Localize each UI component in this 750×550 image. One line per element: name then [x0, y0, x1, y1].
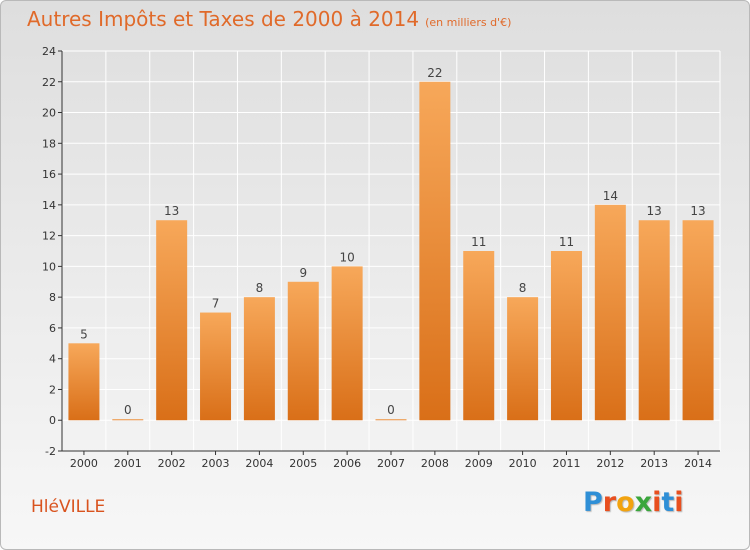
y-tick-label: 4 — [49, 353, 56, 366]
commune-name: HléVILLE — [31, 497, 106, 517]
y-tick-label: 2 — [49, 383, 56, 396]
x-tick-label-2008: 2008 — [421, 457, 449, 470]
logo-letter: t — [661, 487, 675, 518]
data-label-2005: 9 — [299, 266, 307, 280]
bar-2012 — [594, 204, 626, 421]
x-tick-label-2001: 2001 — [114, 457, 142, 470]
x-tick-label-2007: 2007 — [377, 457, 405, 470]
y-tick-label: 22 — [42, 76, 56, 89]
chart-unit-text: (en milliers d'€) — [425, 16, 512, 29]
bar-2001 — [112, 419, 144, 421]
x-tick-label-2003: 2003 — [202, 457, 230, 470]
y-tick-label: 12 — [42, 230, 56, 243]
data-label-2010: 8 — [519, 281, 527, 295]
x-tick-label-2010: 2010 — [509, 457, 537, 470]
y-tick-label: 6 — [49, 322, 56, 335]
bar-2000 — [68, 343, 100, 421]
bar-2007 — [375, 419, 407, 421]
bar-2008 — [419, 81, 451, 421]
x-tick-label-2014: 2014 — [684, 457, 712, 470]
x-tick-label-2006: 2006 — [333, 457, 361, 470]
bar-2010 — [507, 297, 539, 421]
bar-2002 — [156, 220, 188, 421]
x-tick-label-2005: 2005 — [289, 457, 317, 470]
bar-2003 — [200, 312, 232, 421]
bar-2005 — [287, 281, 319, 421]
bar-2011 — [550, 251, 582, 421]
data-label-2002: 13 — [164, 204, 179, 218]
data-label-2006: 10 — [339, 250, 354, 264]
x-tick-label-2012: 2012 — [596, 457, 624, 470]
proxiti-logo: Proxiti — [583, 487, 684, 518]
y-tick-label: 20 — [42, 107, 56, 120]
y-tick-label: 18 — [42, 137, 56, 150]
data-label-2000: 5 — [80, 327, 88, 341]
data-label-2004: 8 — [256, 281, 264, 295]
y-tick-label: 24 — [42, 45, 56, 58]
data-label-2011: 11 — [559, 235, 574, 249]
labels: -202468101214161820222452000020011320027… — [42, 45, 712, 470]
data-label-2003: 7 — [212, 297, 220, 311]
data-label-2013: 13 — [647, 204, 662, 218]
logo-letter: o — [616, 487, 635, 518]
logo-letter: i — [674, 487, 684, 518]
axes — [58, 50, 720, 455]
bar-2004 — [243, 297, 275, 421]
bars — [68, 81, 714, 421]
x-tick-label-2011: 2011 — [552, 457, 580, 470]
y-tick-label: 14 — [42, 199, 56, 212]
bar-2014 — [682, 220, 714, 421]
chart-title-text: Autres Impôts et Taxes de 2000 à 2014 — [27, 7, 420, 31]
y-tick-label: -2 — [45, 445, 56, 458]
chart-title: Autres Impôts et Taxes de 2000 à 2014 (en… — [27, 7, 511, 31]
logo-letter: r — [602, 487, 617, 518]
y-tick-label: 8 — [49, 291, 56, 304]
y-tick-label: 10 — [42, 260, 56, 273]
data-label-2007: 0 — [387, 403, 395, 417]
y-tick-label: 0 — [49, 414, 56, 427]
bar-2006 — [331, 266, 363, 421]
data-label-2008: 22 — [427, 66, 442, 80]
logo-letter: i — [652, 487, 662, 518]
bar-2013 — [638, 220, 670, 421]
data-label-2012: 14 — [603, 189, 618, 203]
x-tick-label-2013: 2013 — [640, 457, 668, 470]
x-tick-label-2009: 2009 — [465, 457, 493, 470]
x-tick-label-2004: 2004 — [245, 457, 273, 470]
x-tick-label-2000: 2000 — [70, 457, 98, 470]
bar-2009 — [463, 251, 495, 421]
data-label-2001: 0 — [124, 403, 132, 417]
logo-letter: P — [583, 487, 603, 518]
data-label-2014: 13 — [690, 204, 705, 218]
data-label-2009: 11 — [471, 235, 486, 249]
y-tick-label: 16 — [42, 168, 56, 181]
logo-letter: x — [634, 487, 653, 518]
x-tick-label-2002: 2002 — [158, 457, 186, 470]
